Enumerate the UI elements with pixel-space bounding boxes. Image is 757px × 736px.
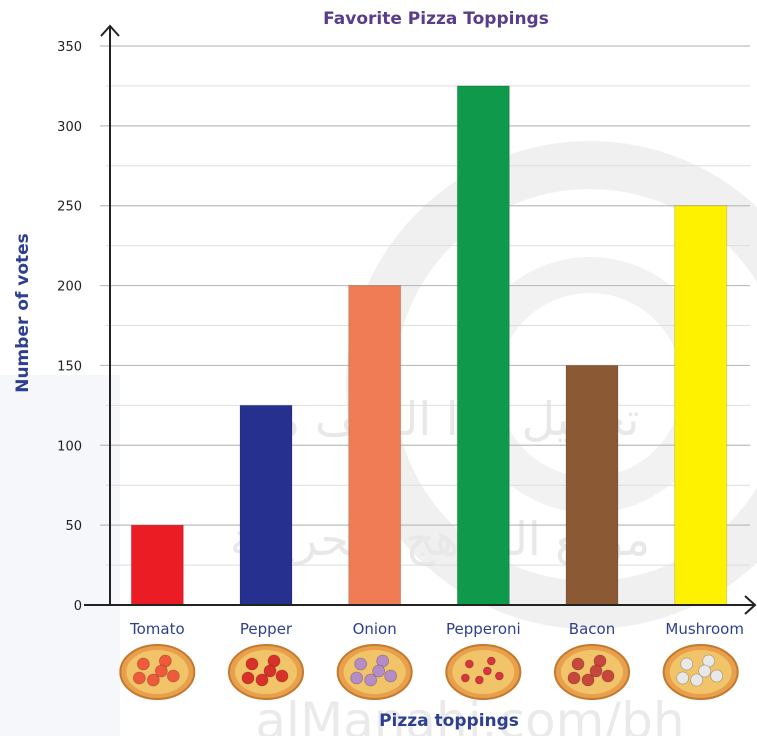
x-tick-label: Pepper [240,620,293,638]
bar-tomato [130,524,184,606]
topping-piece [350,671,364,685]
topping-piece [241,671,255,685]
topping-piece [581,673,595,687]
topping-piece [589,664,603,678]
bars [130,85,728,606]
category-labels: Tomato Pepper Onion Pepperoni Bacon Mushroom [129,620,744,638]
topping-piece [245,657,259,671]
bar-bacon [565,364,619,606]
topping-piece [482,666,492,676]
y-axis-label: Number of votes [13,233,33,393]
mushroom-pizza-icon [662,644,739,700]
topping-piece [474,675,484,685]
pepper-pizza-icon [228,644,304,700]
axes [84,24,757,615]
onion-pizza-icon [336,644,413,700]
topping-piece [710,669,724,683]
topping-piece [494,671,504,681]
topping-piece [698,664,712,678]
bar-pepperoni [456,85,510,606]
topping-icons [119,644,739,700]
y-tick-label: 150 [57,359,82,374]
bar-mushroom [674,205,728,606]
y-tick-label: 350 [57,40,82,55]
topping-piece [464,659,474,669]
topping-piece [154,664,168,678]
topping-piece [166,669,180,683]
watermark-line-3: alManahj.com/bh [255,692,684,736]
x-tick-label: Onion [353,620,397,638]
y-tick-labels: 0 50 100 150 200 250 300 350 [57,40,82,614]
topping-piece [680,657,694,671]
y-tick-label: 100 [57,439,82,454]
topping-piece [263,664,277,678]
y-tick-label: 200 [57,280,82,295]
gridlines [100,45,750,566]
topping-piece [601,669,615,683]
topping-piece [571,657,585,671]
topping-piece [354,657,368,671]
topping-piece [690,673,704,687]
x-tick-label: Bacon [569,620,615,638]
y-tick-label: 0 [74,599,82,614]
bar-onion [348,285,402,606]
pepperoni-pizza-icon [445,644,522,700]
y-tick-label: 250 [57,200,82,215]
topping-piece [372,664,386,678]
y-tick-label: 50 [65,519,82,534]
x-tick-label: Tomato [129,620,185,638]
topping-piece [364,673,378,687]
x-axis-arrow [744,595,757,615]
x-tick-label: Mushroom [665,620,744,638]
watermark-panel [0,375,120,736]
topping-piece [460,673,470,683]
chart-title: Favorite Pizza Toppings [323,9,549,29]
y-tick-label: 300 [57,120,82,135]
bacon-pizza-icon [554,644,630,700]
topping-piece [275,669,289,683]
x-axis-label: Pizza toppings [379,711,519,731]
topping-piece [384,669,398,683]
x-tick-label: Pepperoni [446,620,521,638]
y-axis-arrow [100,24,120,37]
topping-piece [146,673,160,687]
topping-piece [486,656,496,666]
topping-piece [136,657,150,671]
topping-piece [132,671,146,685]
tomato-pizza-icon [119,644,196,700]
bar-pepper [239,404,293,606]
topping-piece [255,673,269,687]
topping-piece [567,671,581,685]
topping-piece [676,671,690,685]
